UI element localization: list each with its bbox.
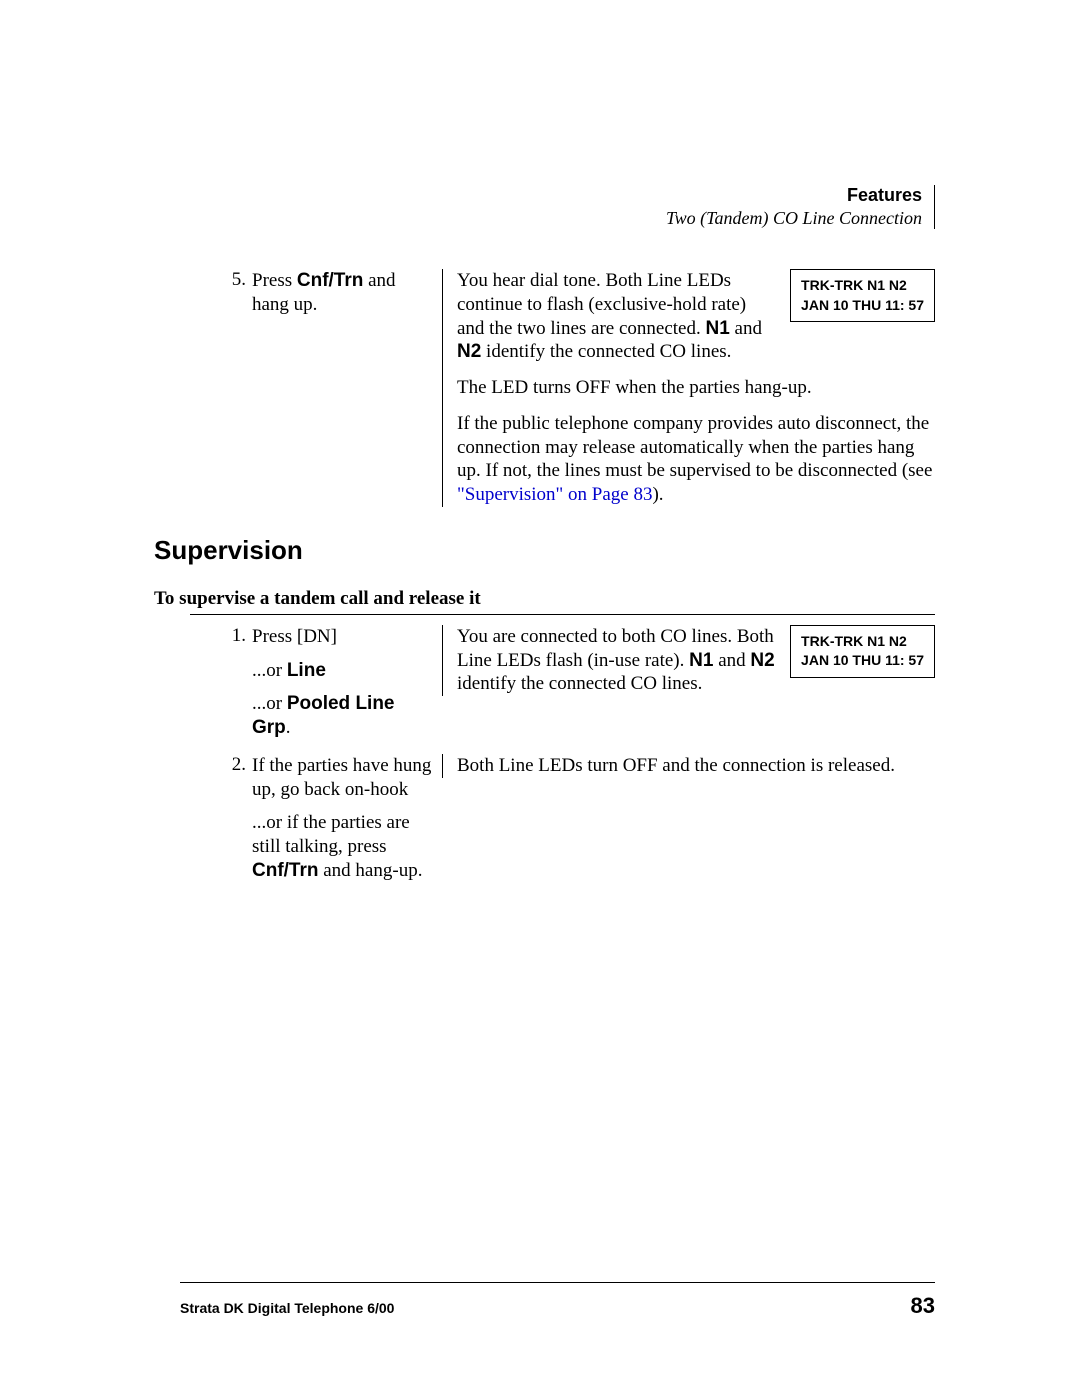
step-row: 1. Press [DN] ...or Line ...or Pooled Li… [216, 625, 935, 740]
line-button-label: Line [287, 660, 326, 681]
cnf-trn-button-label: Cnf/Trn [252, 860, 319, 881]
step-number: 5. [216, 269, 252, 291]
step-result: You are connected to both CO lines. Both… [442, 625, 935, 696]
lcd-line-1: TRK-TRK N1 N2 [801, 276, 924, 296]
result-with-lcd: You are connected to both CO lines. Both… [457, 625, 935, 696]
result-with-lcd: You hear dial tone. Both Line LEDs conti… [457, 269, 935, 364]
result-text: You hear dial tone. Both Line LEDs conti… [457, 269, 778, 364]
result-paragraph: If the public telephone company provides… [457, 412, 935, 507]
step-result: Both Line LEDs turn OFF and the connecti… [442, 754, 935, 778]
cnf-trn-button-label: Cnf/Trn [297, 270, 364, 291]
supervision-steps: 1. Press [DN] ...or Line ...or Pooled Li… [216, 625, 935, 883]
page-number: 83 [911, 1293, 935, 1319]
step-action: Press [DN] ...or Line ...or Pooled Line … [252, 625, 442, 740]
result-text: You are connected to both CO lines. Both… [457, 625, 778, 696]
supervision-heading: Supervision [154, 535, 935, 566]
step-number: 2. [216, 754, 252, 776]
alternative-action: ...or Pooled Line Grp. [252, 692, 432, 740]
document-page: Features Two (Tandem) CO Line Connection… [0, 0, 1080, 1397]
lcd-display: TRK-TRK N1 N2 JAN 10 THU 11: 57 [790, 625, 935, 678]
page-footer: Strata DK Digital Telephone 6/00 83 [180, 1282, 935, 1319]
chapter-title: Features [180, 185, 922, 206]
running-header: Features Two (Tandem) CO Line Connection [180, 185, 935, 229]
supervision-link[interactable]: "Supervision" on Page 83 [457, 484, 652, 505]
lcd-line-2: JAN 10 THU 11: 57 [801, 296, 924, 316]
step-row: 2. If the parties have hung up, go back … [216, 754, 935, 883]
lcd-display: TRK-TRK N1 N2 JAN 10 THU 11: 57 [790, 269, 935, 322]
step-number: 1. [216, 625, 252, 647]
section-title: Two (Tandem) CO Line Connection [180, 208, 922, 229]
step-row: 5. Press Cnf/Trn and hang up. You hear d… [216, 269, 935, 507]
footer-doc-title: Strata DK Digital Telephone 6/00 [180, 1300, 394, 1316]
step-action: Press Cnf/Trn and hang up. [252, 269, 442, 317]
lcd-line-2: JAN 10 THU 11: 57 [801, 651, 924, 671]
step-action: If the parties have hung up, go back on-… [252, 754, 442, 883]
subtask-heading: To supervise a tandem call and release i… [154, 588, 935, 610]
result-paragraph: The LED turns OFF when the parties hang-… [457, 376, 935, 400]
alternative-action: ...or Line [252, 659, 432, 683]
step-5-block: 5. Press Cnf/Trn and hang up. You hear d… [216, 269, 935, 507]
step-result: You hear dial tone. Both Line LEDs conti… [442, 269, 935, 507]
horizontal-rule [190, 614, 935, 615]
alternative-action: ...or if the parties are still talking, … [252, 811, 432, 882]
lcd-line-1: TRK-TRK N1 N2 [801, 632, 924, 652]
